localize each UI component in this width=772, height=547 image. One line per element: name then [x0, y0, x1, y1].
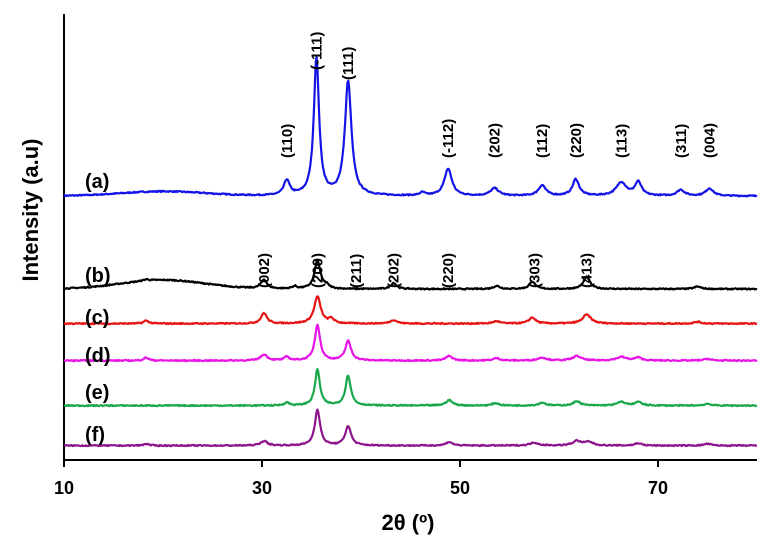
peak-index-label: (113)	[613, 124, 630, 158]
x-tick-label: 30	[252, 478, 272, 498]
series-label: (d)	[85, 345, 111, 367]
peak-index-label: (220)	[440, 253, 457, 288]
peak-index-label: (311)	[673, 124, 690, 158]
peak-labels: (110) (-111) (111) (-112) (202) (112) (220) (11…	[256, 32, 719, 288]
series-line	[63, 368, 758, 408]
curve-labels: (a) (b) (c) (d) (e) (f)	[85, 171, 111, 446]
x-axis-title: 2θ (º)	[382, 510, 435, 535]
peak-index-label: (002)	[256, 253, 273, 288]
peak-index-label: (004)	[702, 123, 719, 158]
series-label: (c)	[85, 307, 109, 329]
peak-index-label: (303)	[526, 253, 543, 288]
series-line	[63, 408, 758, 448]
series-line	[63, 258, 758, 291]
peak-index-label: (202)	[386, 253, 403, 288]
plot-frame	[63, 14, 757, 461]
x-ticks: 10 30 50 70	[54, 460, 668, 498]
curves	[63, 56, 758, 448]
series-label: (a)	[85, 171, 109, 193]
peak-index-label: (110)	[279, 124, 296, 158]
peak-index-label: (202)	[487, 123, 504, 158]
series-line	[63, 295, 758, 326]
x-tick-label: 70	[648, 478, 668, 498]
x-tick-label: 50	[450, 478, 470, 498]
y-axis-title: Intensity (a.u)	[18, 138, 43, 281]
series-label: (f)	[85, 424, 105, 446]
peak-index-label: (413)	[579, 253, 596, 288]
series-label: (b)	[85, 265, 111, 287]
series-line	[63, 56, 758, 198]
series-label: (e)	[85, 382, 109, 404]
peak-index-label: (220)	[568, 123, 585, 158]
peak-index-label: (200)	[309, 253, 326, 288]
peak-index-label: (-111)	[308, 32, 325, 70]
peak-index-label: (111)	[340, 47, 357, 80]
peak-index-label: (211)	[348, 254, 365, 288]
peak-index-label: (-112)	[440, 119, 457, 158]
series-line	[63, 323, 758, 363]
peak-index-label: (112)	[534, 124, 551, 158]
x-tick-label: 10	[54, 478, 74, 498]
